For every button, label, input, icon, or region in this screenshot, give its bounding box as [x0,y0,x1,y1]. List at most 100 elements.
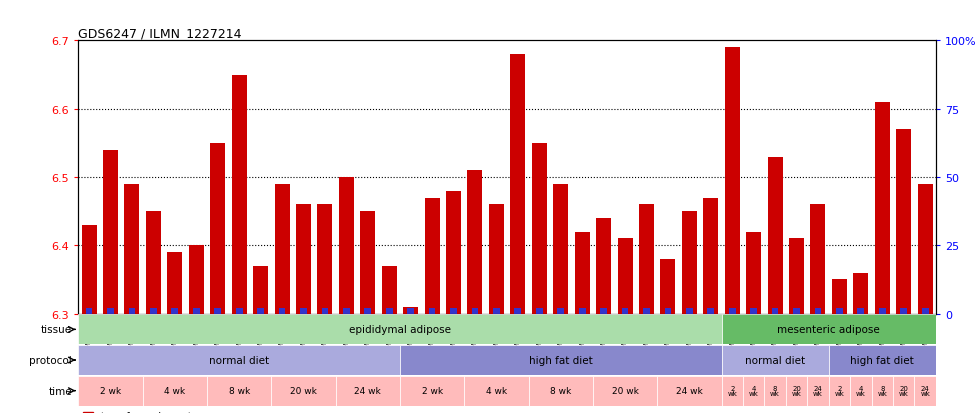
Text: mesenteric adipose: mesenteric adipose [777,325,880,335]
Bar [858,308,864,314]
Bar [143,376,207,406]
Text: epididymal adipose: epididymal adipose [349,325,451,335]
Bar [124,185,139,314]
Bar [300,308,307,314]
Bar [893,376,914,406]
Bar [424,198,440,314]
Bar [579,308,586,314]
Bar [278,308,285,314]
Text: protocol: protocol [29,355,72,365]
Text: high fat diet: high fat diet [529,355,593,365]
Text: 4
wk: 4 wk [749,385,759,396]
Bar [382,266,397,314]
Bar [854,273,868,314]
Bar [879,308,886,314]
Bar [253,266,269,314]
Bar [682,212,697,314]
Bar [231,76,247,314]
Bar [489,205,504,314]
Text: 20 wk: 20 wk [612,386,639,395]
Bar [643,308,650,314]
Bar [764,376,786,406]
Bar [914,376,936,406]
Text: 2 wk: 2 wk [421,386,443,395]
Text: 4 wk: 4 wk [486,386,507,395]
Bar [729,308,736,314]
Bar [771,308,778,314]
Legend: transformed count, percentile rank within the sample: transformed count, percentile rank withi… [83,411,266,413]
Text: normal diet: normal diet [745,355,806,365]
Text: normal diet: normal diet [209,355,270,365]
Bar [446,191,461,314]
Bar [400,376,465,406]
Bar [829,376,850,406]
Bar [871,376,893,406]
Bar [532,144,547,314]
Bar [767,157,783,314]
Bar [150,308,157,314]
Bar [901,308,907,314]
Bar [658,376,721,406]
Bar [146,212,161,314]
Bar [257,308,264,314]
Text: 4
wk: 4 wk [856,385,865,396]
Text: 2 wk: 2 wk [100,386,122,395]
Text: 20
wk: 20 wk [792,385,802,396]
Bar [596,218,612,314]
Bar [743,376,764,406]
Bar [168,253,182,314]
Bar [721,376,743,406]
Bar [639,205,654,314]
Bar [321,308,328,314]
Bar [814,308,821,314]
Bar [215,308,221,314]
Text: 24
wk: 24 wk [920,385,930,396]
Bar [704,198,718,314]
Bar [236,308,243,314]
Bar [528,376,593,406]
Bar [832,280,847,314]
Bar [829,345,936,375]
Bar [600,308,607,314]
Bar [318,205,332,314]
Bar [81,225,97,314]
Text: 20
wk: 20 wk [899,385,908,396]
Bar [621,308,628,314]
Bar [536,308,543,314]
Bar [403,307,418,314]
Bar [271,376,335,406]
Bar [808,376,829,406]
Text: 4 wk: 4 wk [165,386,185,395]
Bar [836,308,843,314]
Bar [746,232,761,314]
Text: 8 wk: 8 wk [228,386,250,395]
Text: 2
wk: 2 wk [835,385,845,396]
Bar [103,150,118,314]
Bar [408,308,415,314]
Text: 2
wk: 2 wk [727,385,737,396]
Bar [789,239,804,314]
Bar [810,205,825,314]
Bar [554,185,568,314]
Bar [875,103,890,314]
Bar [725,48,740,314]
Bar [107,308,114,314]
Bar [428,308,435,314]
Bar [617,239,632,314]
Bar [514,308,521,314]
Bar [922,308,929,314]
Bar [686,308,693,314]
Bar [335,376,400,406]
Bar [465,376,528,406]
Bar [574,232,590,314]
Text: GDS6247 / ILMN_1227214: GDS6247 / ILMN_1227214 [78,27,242,40]
Text: high fat diet: high fat diet [851,355,914,365]
Bar [274,185,289,314]
Text: 8 wk: 8 wk [550,386,571,395]
Text: 8
wk: 8 wk [877,385,887,396]
Bar [721,315,936,344]
Bar [897,130,911,314]
Bar [450,308,457,314]
Bar [708,308,714,314]
Text: 8
wk: 8 wk [770,385,780,396]
